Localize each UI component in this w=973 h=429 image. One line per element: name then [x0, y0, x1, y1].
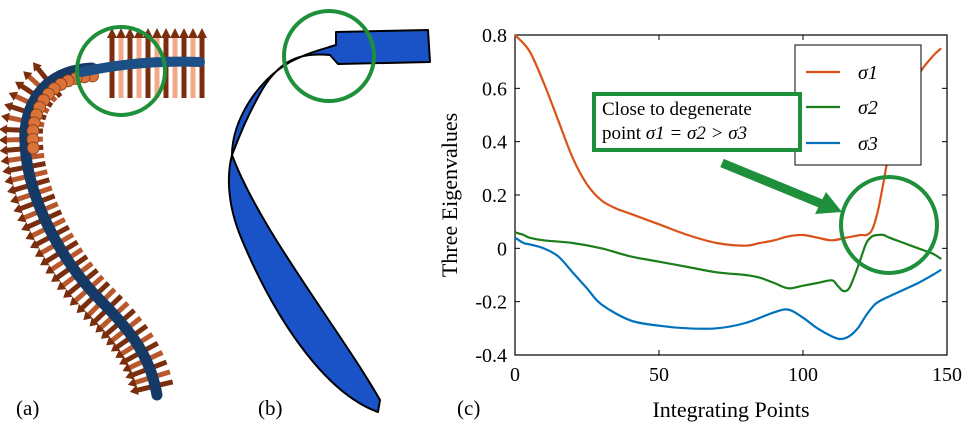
- director-arrow-head: [83, 310, 93, 321]
- director-arrow-head: [32, 62, 42, 72]
- series-line-sigma2: [514, 231, 942, 293]
- series-line-sigma1: [514, 34, 942, 247]
- director-arrow-head: [23, 71, 33, 81]
- y-tick-label: 0.4: [482, 132, 507, 154]
- director-arrow-head: [8, 91, 19, 101]
- director-arrow-head: [15, 81, 25, 91]
- director-arrow-head-top: [197, 28, 207, 38]
- highlight-circle-a: [75, 25, 167, 117]
- director-arrow-head: [0, 134, 7, 145]
- x-tick-label: 0: [510, 364, 520, 386]
- annotation-line1: Close to degenerate: [602, 99, 752, 120]
- director-arrow-head-top: [161, 28, 171, 38]
- director-arrow-head-top: [116, 28, 126, 38]
- panel-label-a: (a): [16, 396, 40, 420]
- legend-label-sigma2: σ2: [858, 97, 878, 119]
- director-arrow-head: [57, 281, 67, 290]
- director-arrow-head: [106, 336, 116, 346]
- director-arrow-head: [95, 323, 105, 333]
- director-arrow-head: [125, 370, 135, 380]
- director-arrow-head: [40, 256, 50, 266]
- director-arrow-head-top: [152, 28, 162, 38]
- y-tick-label: 0.8: [482, 25, 507, 47]
- director-arrow-head-top: [107, 28, 117, 38]
- director-arrow-head: [127, 377, 137, 388]
- twisted-ribbon: [227, 29, 431, 413]
- annotation-box: Close to degenerate point σ1 = σ2 > σ3: [592, 92, 802, 152]
- director-arrow-head-top: [134, 28, 144, 38]
- director-arrow-head: [110, 342, 121, 352]
- director-arrow-head: [7, 184, 17, 195]
- panel-a-illustration: [0, 25, 207, 401]
- director-arrow-head-top: [179, 28, 189, 38]
- director-arrow-head: [0, 124, 8, 135]
- axis-ticks: 0 50 100 150 0.8 0.6 0.4 0.2 0 -0.2 -0.4: [475, 25, 962, 386]
- director-arrow-head: [25, 230, 35, 240]
- series-line-sigma3: [514, 236, 942, 341]
- director-arrow-head: [76, 304, 86, 314]
- y-tick-label: 0.6: [482, 78, 507, 100]
- director-arrow-head: [1, 112, 10, 123]
- y-tick-label: -0.2: [475, 292, 507, 314]
- director-arrow-head: [129, 385, 139, 395]
- legend-box: [794, 44, 922, 166]
- x-tick-label: 150: [932, 364, 962, 386]
- director-arrow-head: [0, 155, 10, 166]
- director-arrows: [0, 28, 207, 395]
- y-axis-title: Three Eigenvalues: [437, 113, 462, 277]
- director-arrow-head: [30, 239, 40, 249]
- y-tick-label: -0.4: [475, 345, 507, 367]
- director-arrow-head: [51, 273, 61, 282]
- director-arrow-head: [4, 102, 14, 112]
- legend-label-sigma3: σ3: [858, 133, 878, 155]
- director-arrow-head: [2, 165, 12, 176]
- director-arrow-head: [0, 145, 8, 156]
- director-arrow-head: [69, 296, 80, 306]
- director-arrow-head: [4, 175, 14, 185]
- panel-b-illustration: [227, 9, 431, 413]
- director-arrow-head: [89, 317, 99, 327]
- y-tick-label: 0.2: [482, 185, 507, 207]
- y-tick-label: 0: [497, 238, 507, 260]
- director-arrow-head-top: [125, 28, 135, 38]
- legend-label-sigma1: σ1: [858, 62, 878, 84]
- director-arrow-head: [119, 356, 129, 365]
- director-arrow-head: [21, 222, 31, 232]
- rod-top-segment: [77, 56, 205, 77]
- x-tick-label: 50: [649, 364, 669, 386]
- chart-panel-c: 0 50 100 150 0.8 0.6 0.4 0.2 0 -0.2 -0.4 Integrati…: [437, 25, 962, 422]
- panel-label-c: (c): [457, 396, 481, 420]
- degenerate-point-circle: [839, 175, 939, 275]
- annotation-line2: point σ1 = σ2 > σ3: [602, 123, 748, 144]
- director-arrow-head: [100, 329, 111, 339]
- bead-sphere: [26, 141, 40, 155]
- director-arrow-head: [34, 248, 45, 257]
- director-arrow-head: [13, 203, 23, 214]
- director-arrow-head-top: [170, 28, 180, 38]
- legend: σ1 σ2 σ3: [794, 44, 922, 166]
- panel-label-b: (b): [258, 396, 283, 420]
- director-arrow-head: [45, 265, 55, 274]
- x-axis-title: Integrating Points: [652, 397, 809, 422]
- x-tick-label: 100: [788, 364, 818, 386]
- director-arrow-head: [10, 194, 20, 204]
- director-arrow-head: [115, 349, 125, 358]
- director-arrow-head: [17, 213, 27, 223]
- rod-beads: [26, 69, 99, 155]
- data-series: [514, 34, 942, 341]
- highlight-circle-b: [282, 9, 376, 103]
- director-arrow-head-top: [188, 28, 198, 38]
- rod-ribbon: [19, 62, 163, 401]
- director-arrow-head: [122, 363, 132, 373]
- annotation-arrow: [720, 158, 842, 214]
- annotation-formula: σ1 = σ2 > σ3: [645, 123, 748, 144]
- director-arrow-head: [63, 288, 73, 298]
